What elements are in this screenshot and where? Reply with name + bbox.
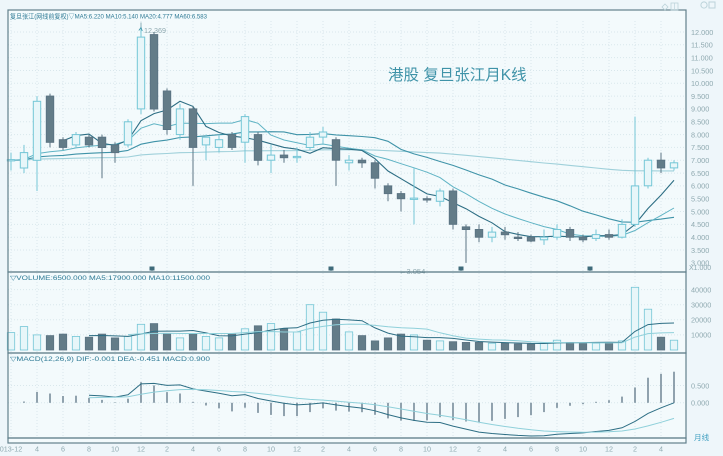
svg-text:12: 12 <box>293 445 301 454</box>
svg-text:0.500: 0.500 <box>691 381 709 390</box>
svg-text:8: 8 <box>555 445 559 454</box>
svg-text:复旦张江(网线前复权)▽MA5:6.220 MA10:5.1: 复旦张江(网线前复权)▽MA5:6.220 MA10:5.140 MA20:4.… <box>10 12 207 21</box>
svg-text:8: 8 <box>87 445 91 454</box>
svg-text:8.000: 8.000 <box>691 130 709 139</box>
svg-text:12: 12 <box>137 445 145 454</box>
svg-text:3.500: 3.500 <box>691 246 709 255</box>
svg-text:4: 4 <box>503 445 507 454</box>
svg-text:6: 6 <box>217 445 221 454</box>
svg-text:2: 2 <box>165 445 169 454</box>
svg-text:4: 4 <box>191 445 195 454</box>
svg-text:8.500: 8.500 <box>691 118 709 127</box>
svg-text:7.000: 7.000 <box>691 156 709 165</box>
svg-text:30000: 30000 <box>691 301 711 310</box>
svg-text:11.000: 11.000 <box>691 53 713 62</box>
svg-text:10: 10 <box>423 445 431 454</box>
svg-text:4: 4 <box>35 445 39 454</box>
svg-text:6: 6 <box>373 445 377 454</box>
svg-text:5.500: 5.500 <box>691 195 709 204</box>
svg-text:港股 复旦张江月K线: 港股 复旦张江月K线 <box>388 66 527 84</box>
svg-text:X1.000: X1.000 <box>689 265 711 272</box>
svg-text:6.500: 6.500 <box>691 169 709 178</box>
svg-text:12.000: 12.000 <box>691 28 713 37</box>
svg-text:11.500: 11.500 <box>691 41 713 50</box>
svg-text:2013-12: 2013-12 <box>0 445 22 454</box>
svg-text:8: 8 <box>399 445 403 454</box>
svg-text:4: 4 <box>659 445 663 454</box>
svg-text:▽VOLUME:6500.000 MA5:17900.000: ▽VOLUME:6500.000 MA5:17900.000 MA10:1150… <box>10 275 211 282</box>
svg-text:10: 10 <box>579 445 587 454</box>
svg-text:8: 8 <box>243 445 247 454</box>
svg-text:12: 12 <box>605 445 613 454</box>
svg-text:6.000: 6.000 <box>691 182 709 191</box>
svg-text:10000: 10000 <box>691 331 711 340</box>
svg-text:4.000: 4.000 <box>691 233 709 242</box>
svg-text:40000: 40000 <box>691 285 711 294</box>
svg-text:2: 2 <box>477 445 481 454</box>
svg-text:▽MACD(12,26,9) DIF:-0.001 DEA:: ▽MACD(12,26,9) DIF:-0.001 DEA:-0.451 MAC… <box>10 356 211 363</box>
svg-text:20000: 20000 <box>691 316 711 325</box>
svg-text:10: 10 <box>111 445 119 454</box>
svg-text:12: 12 <box>449 445 457 454</box>
svg-text:7.500: 7.500 <box>691 143 709 152</box>
svg-text:5.000: 5.000 <box>691 207 709 216</box>
svg-text:10: 10 <box>267 445 275 454</box>
svg-text:10.500: 10.500 <box>691 66 713 75</box>
svg-text:6: 6 <box>61 445 65 454</box>
svg-text:4: 4 <box>347 445 351 454</box>
svg-text:9.500: 9.500 <box>691 92 709 101</box>
svg-text:0.000: 0.000 <box>691 399 709 408</box>
svg-text:2: 2 <box>321 445 325 454</box>
svg-text:9.000: 9.000 <box>691 105 709 114</box>
svg-text:4.500: 4.500 <box>691 220 709 229</box>
svg-text:10.000: 10.000 <box>691 79 713 88</box>
svg-text:12.369: 12.369 <box>144 26 166 35</box>
svg-text:6: 6 <box>529 445 533 454</box>
svg-text:2: 2 <box>633 445 637 454</box>
svg-text:月线: 月线 <box>694 432 710 442</box>
